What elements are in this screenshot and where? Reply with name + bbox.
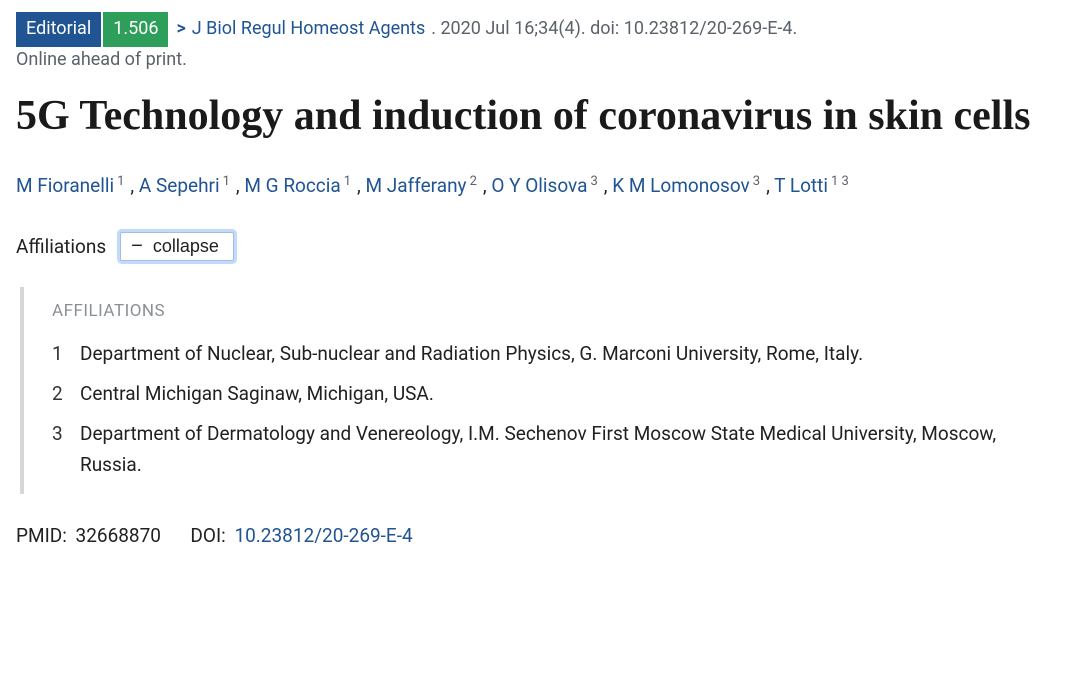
affiliation-number: 1 (52, 339, 66, 369)
collapse-button[interactable]: − collapse (120, 232, 234, 261)
author-link[interactable]: M Fioranelli (16, 174, 114, 197)
author-affil-ref: 1 3 (831, 174, 849, 189)
author-affil-ref: 3 (590, 174, 597, 189)
doi-label: DOI: (190, 524, 225, 547)
collapse-label: collapse (153, 236, 219, 257)
publication-status: Online ahead of print. (16, 49, 1051, 70)
affiliation-item: 1 Department of Nuclear, Sub-nuclear and … (52, 339, 1051, 369)
journal-link[interactable]: J Biol Regul Homeost Agents (192, 15, 425, 44)
affiliation-item: 2 Central Michigan Saginaw, Michigan, USA… (52, 379, 1051, 409)
affiliations-heading: AFFILIATIONS (52, 301, 1051, 321)
doi-link[interactable]: 10.23812/20-269-E-4 (234, 524, 412, 547)
affiliations-list: 1 Department of Nuclear, Sub-nuclear and … (52, 339, 1051, 481)
affiliation-item: 3Department of Dermatology and Venereolo… (52, 419, 1051, 480)
affiliation-number: 3 (52, 419, 66, 480)
pmid-label: PMID: (16, 524, 67, 547)
badge-impact-factor: 1.506 (103, 12, 168, 47)
citation-meta: Editorial 1.506 > J Biol Regul Homeost A… (16, 12, 1051, 47)
identifiers-row: PMID: 32668870 DOI: 10.23812/20-269-E-4 (16, 524, 1051, 547)
author-link[interactable]: K M Lomonosov (612, 174, 750, 197)
author-affil-ref: 3 (753, 174, 760, 189)
author-affil-ref: 1 (344, 174, 351, 189)
author-link[interactable]: T Lotti (774, 174, 828, 197)
minus-icon: − (131, 236, 143, 256)
author-link[interactable]: A Sepehri (139, 174, 220, 197)
citation-details: . 2020 Jul 16;34(4). doi: 10.23812/20-26… (431, 15, 797, 44)
pmid-value: 32668870 (76, 524, 161, 547)
affiliation-text: Department of Nuclear, Sub-nuclear and R… (80, 339, 863, 369)
affiliation-text: Department of Dermatology and Venereolog… (80, 419, 1051, 480)
author-link[interactable]: O Y Olisova (491, 174, 587, 197)
author-link[interactable]: M Jafferany (365, 174, 466, 197)
author-list: M Fioranelli1, A Sepehri1, M G Roccia1, … (16, 169, 1051, 203)
chevron-right-icon: > (176, 15, 185, 44)
affiliations-block: AFFILIATIONS 1 Department of Nuclear, Sub… (20, 287, 1051, 495)
affiliation-text: Central Michigan Saginaw, Michigan, USA. (80, 379, 434, 409)
author-link[interactable]: M G Roccia (244, 174, 340, 197)
affiliations-label: Affiliations (16, 235, 106, 258)
badge-editorial: Editorial (16, 12, 101, 47)
affiliations-toggle-row: Affiliations − collapse (16, 232, 1051, 261)
author-affil-ref: 2 (470, 174, 477, 189)
author-affil-ref: 1 (117, 174, 124, 189)
affiliation-number: 2 (52, 379, 66, 409)
author-affil-ref: 1 (223, 174, 230, 189)
article-title: 5G Technology and induction of coronavir… (16, 92, 1051, 142)
